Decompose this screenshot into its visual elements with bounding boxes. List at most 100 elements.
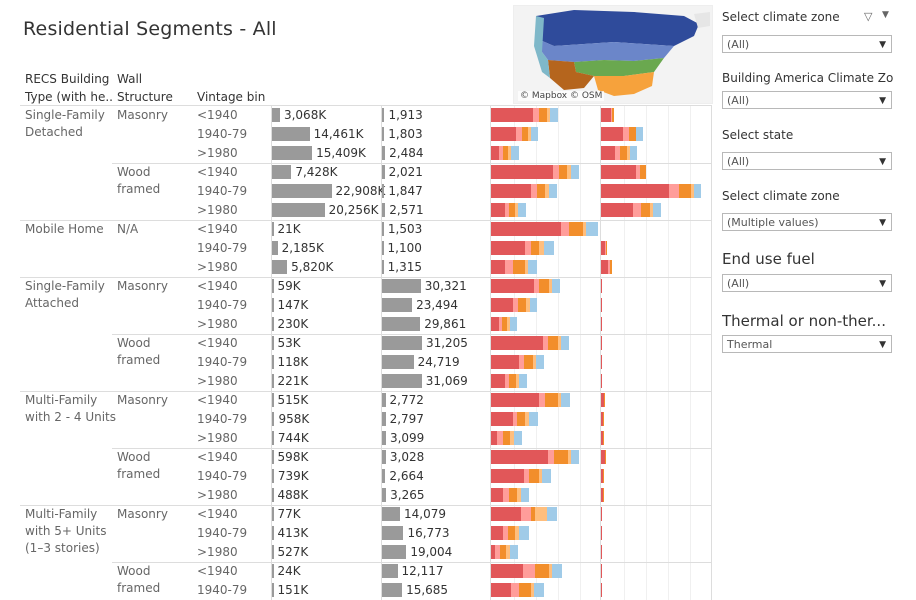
count-bar[interactable] [272,526,274,540]
stack-a-segment[interactable] [519,583,531,597]
stack-b-segment[interactable] [679,184,691,198]
stack-a-segment[interactable] [569,222,583,236]
stack-a-segment[interactable] [547,108,550,122]
stack-a-segment[interactable] [516,374,519,388]
stack-b-segment[interactable] [601,374,602,388]
stack-b-segment[interactable] [603,431,604,445]
count-bar[interactable] [272,469,274,483]
units-bar[interactable] [382,108,385,122]
stack-a-segment[interactable] [510,545,518,559]
stack-a-segment[interactable] [533,355,536,369]
stack-a-segment[interactable] [502,317,507,331]
stack-b-segment[interactable] [694,184,701,198]
stack-a-segment[interactable] [503,526,508,540]
stack-b-segment[interactable] [669,184,679,198]
stack-a-segment[interactable] [491,127,516,141]
stack-b-segment[interactable] [608,260,610,274]
stack-a-segment[interactable] [561,336,569,350]
count-bar[interactable] [272,146,313,160]
stack-a-segment[interactable] [516,127,522,141]
stack-a-segment[interactable] [531,583,534,597]
count-bar[interactable] [272,260,288,274]
stack-a-segment[interactable] [537,184,545,198]
units-bar[interactable] [382,412,386,426]
stack-a-segment[interactable] [535,507,547,521]
stack-a-segment[interactable] [491,488,503,502]
units-bar[interactable] [382,450,386,464]
stack-a-segment[interactable] [547,507,557,521]
stack-b-segment[interactable] [653,203,661,217]
table-row[interactable]: 1940-79 958K 2,797 [20,410,712,429]
table-row[interactable]: 1940-79 739K 2,664 [20,467,712,486]
stack-b-segment[interactable] [601,184,669,198]
count-bar[interactable] [272,317,274,331]
stack-a-segment[interactable] [491,469,524,483]
stack-a-segment[interactable] [491,260,505,274]
filter-icon[interactable]: ▽ [864,10,873,23]
stack-b-segment[interactable] [620,146,627,160]
stack-a-segment[interactable] [511,583,519,597]
stack-b-segment[interactable] [604,393,605,407]
table-row[interactable]: 1940-79 118K 24,719 [20,353,712,372]
table-row[interactable]: <1940 53K 31,205 [20,334,712,353]
table-row[interactable]: 1940-79 2,185K 1,100 [20,239,712,258]
stack-a-segment[interactable] [491,355,519,369]
table-row[interactable]: <1940 3,068K 1,913 [20,106,712,125]
stack-a-segment[interactable] [491,412,513,426]
stack-b-segment[interactable] [633,203,641,217]
table-row[interactable]: >1980 488K 3,265 [20,486,712,505]
stack-a-segment[interactable] [521,507,531,521]
stack-a-segment[interactable] [545,393,558,407]
table-row[interactable]: >1980 230K 29,861 [20,315,712,334]
stack-b-segment[interactable] [640,165,646,179]
stack-a-segment[interactable] [491,374,505,388]
table-row[interactable]: >1980 15,409K 2,484 [20,144,712,163]
stack-a-segment[interactable] [534,583,544,597]
table-row[interactable]: >1980 744K 3,099 [20,429,712,448]
stack-a-segment[interactable] [500,545,506,559]
stack-a-segment[interactable] [491,564,523,578]
stack-b-segment[interactable] [603,488,604,502]
stack-b-segment[interactable] [636,127,643,141]
stack-a-segment[interactable] [506,545,510,559]
stack-a-segment[interactable] [505,374,509,388]
stack-a-segment[interactable] [503,146,508,160]
units-bar[interactable] [382,127,385,141]
stack-b-segment[interactable] [615,146,620,160]
stack-b-segment[interactable] [623,127,629,141]
stack-b-segment[interactable] [650,203,653,217]
stack-a-segment[interactable] [510,317,517,331]
stack-a-segment[interactable] [508,526,515,540]
stack-a-segment[interactable] [510,431,514,445]
stack-a-segment[interactable] [524,469,529,483]
stack-a-segment[interactable] [491,298,513,312]
table-row[interactable]: 1940-79 22,908K 1,847 [20,182,712,201]
stack-a-segment[interactable] [561,393,570,407]
units-bar[interactable] [382,317,421,331]
stack-a-segment[interactable] [531,127,538,141]
stack-a-segment[interactable] [586,222,598,236]
stack-a-segment[interactable] [529,412,538,426]
stack-a-segment[interactable] [491,526,503,540]
stack-a-segment[interactable] [525,260,528,274]
header-vintage[interactable]: Vintage bin [197,90,266,104]
units-bar[interactable] [382,241,384,255]
stack-a-segment[interactable] [518,298,526,312]
stack-b-segment[interactable] [601,393,604,407]
stack-a-segment[interactable] [524,355,533,369]
table-row[interactable]: <1940 24K 12,117 [20,562,712,581]
table-row[interactable]: <1940 515K 2,772 [20,391,712,410]
table-row[interactable]: <1940 59K 30,321 [20,277,712,296]
stack-b-segment[interactable] [629,127,636,141]
table-row[interactable]: >1980 527K 19,004 [20,543,712,562]
stack-a-segment[interactable] [509,374,516,388]
count-bar[interactable] [272,184,332,198]
table-row[interactable]: >1980 221K 31,069 [20,372,712,391]
stack-b-segment[interactable] [630,146,637,160]
count-bar[interactable] [272,241,278,255]
stack-a-segment[interactable] [508,146,511,160]
table-row[interactable]: <1940 598K 3,028 [20,448,712,467]
stack-a-segment[interactable] [509,203,515,217]
stack-a-segment[interactable] [568,450,571,464]
units-bar[interactable] [382,260,384,274]
